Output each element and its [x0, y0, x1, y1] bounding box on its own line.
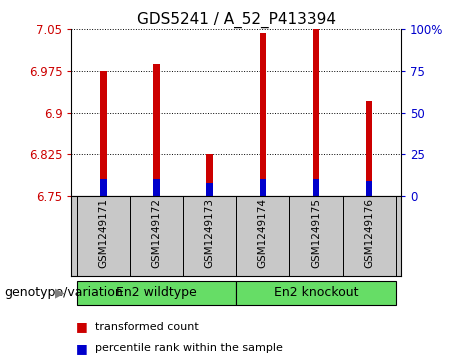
- Bar: [366, 101, 372, 196]
- Text: En2 wildtype: En2 wildtype: [116, 286, 197, 299]
- Bar: [207, 154, 213, 196]
- Bar: [154, 179, 160, 196]
- Text: GSM1249176: GSM1249176: [364, 199, 374, 268]
- Text: ■: ■: [76, 320, 88, 333]
- Text: GSM1249171: GSM1249171: [98, 199, 108, 268]
- Bar: [260, 33, 266, 196]
- Bar: [260, 179, 266, 196]
- Text: GSM1249173: GSM1249173: [205, 199, 215, 268]
- Bar: [236, 281, 396, 305]
- Text: GSM1249175: GSM1249175: [311, 199, 321, 268]
- Bar: [313, 179, 319, 196]
- Bar: [207, 183, 213, 196]
- Text: percentile rank within the sample: percentile rank within the sample: [95, 343, 283, 354]
- Text: transformed count: transformed count: [95, 322, 198, 332]
- Text: genotype/variation: genotype/variation: [5, 286, 124, 299]
- Bar: [154, 64, 160, 196]
- Text: ■: ■: [76, 342, 88, 355]
- Text: GSM1249174: GSM1249174: [258, 199, 268, 268]
- Text: En2 knockout: En2 knockout: [274, 286, 358, 299]
- Bar: [366, 181, 372, 196]
- Bar: [100, 179, 106, 196]
- Text: ▶: ▶: [55, 286, 65, 299]
- Bar: [77, 196, 130, 276]
- Bar: [183, 196, 236, 276]
- Bar: [130, 196, 183, 276]
- Bar: [236, 196, 290, 276]
- Bar: [343, 196, 396, 276]
- Title: GDS5241 / A_52_P413394: GDS5241 / A_52_P413394: [137, 12, 336, 28]
- Bar: [77, 281, 236, 305]
- Text: GSM1249172: GSM1249172: [152, 199, 161, 268]
- Bar: [100, 71, 106, 196]
- Bar: [313, 29, 319, 196]
- Bar: [290, 196, 343, 276]
